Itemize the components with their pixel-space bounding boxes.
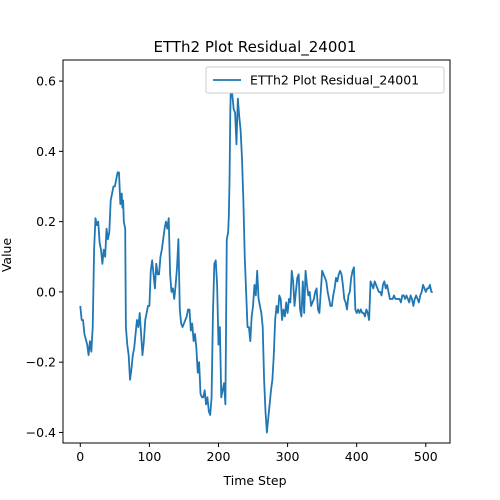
series-line — [79, 80, 433, 434]
legend-box — [205, 66, 445, 94]
x-tick-label: 500 — [414, 449, 438, 464]
chart-title: ETTh2 Plot Residual_24001 — [154, 38, 357, 57]
x-axis: 0 100 200 300 400 500 — [76, 443, 438, 464]
y-tick-label: −0.2 — [26, 355, 56, 370]
y-tick-label: 0.0 — [36, 284, 56, 299]
y-tick-label: 0.4 — [36, 144, 56, 159]
x-tick-label: 100 — [137, 449, 161, 464]
y-axis: −0.4 −0.2 0.0 0.2 0.4 0.6 — [26, 74, 63, 440]
x-tick-label: 200 — [207, 449, 231, 464]
x-tick-label: 300 — [276, 449, 300, 464]
y-tick-label: 0.2 — [36, 214, 56, 229]
y-tick-label: 0.6 — [36, 74, 56, 89]
plot-area: 0 100 200 300 400 500 −0.4 −0.2 0.0 0.2 0.4 0.6 — [26, 59, 451, 464]
legend-label: ETTh2 Plot Residual_24001 — [250, 73, 419, 88]
y-axis-label: Value — [0, 238, 14, 273]
y-tick-label: −0.4 — [26, 425, 56, 440]
x-tick-label: 400 — [345, 449, 369, 464]
x-tick-label: 0 — [76, 449, 84, 464]
legend: ETTh2 Plot Residual_24001 — [205, 66, 445, 94]
axes-frame — [62, 59, 451, 444]
x-axis-label: Time Step — [222, 473, 286, 488]
